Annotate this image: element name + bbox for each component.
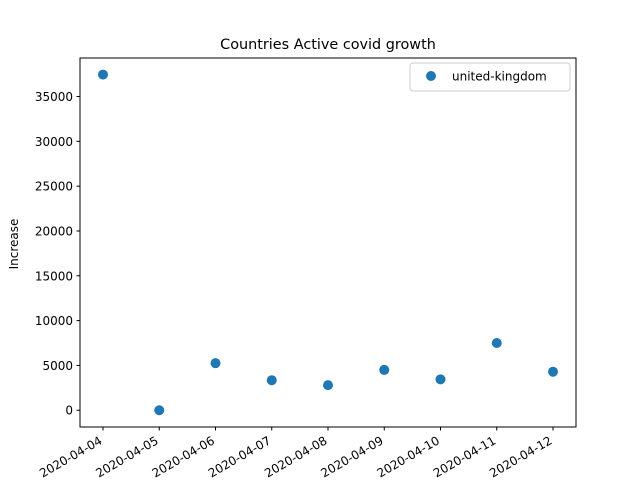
data-point xyxy=(210,358,221,369)
y-tick-label: 10000 xyxy=(35,314,73,328)
y-tick-label: 30000 xyxy=(35,135,73,149)
chart-title: Countries Active covid growth xyxy=(220,37,436,53)
legend-label: united-kingdom xyxy=(452,70,547,84)
y-ticks: 0 5000 10000 15000 20000 25000 30000 35000 xyxy=(35,90,80,418)
x-tick-label: 2020-04-05 xyxy=(93,433,160,480)
y-tick-label: 0 xyxy=(65,404,73,418)
x-ticks: 2020-04-042020-04-052020-04-062020-04-07… xyxy=(37,427,555,480)
y-tick-label: 15000 xyxy=(35,269,73,283)
data-point xyxy=(379,364,390,375)
data-point xyxy=(435,374,446,385)
x-tick-label: 2020-04-12 xyxy=(487,433,554,480)
legend-box xyxy=(409,62,571,92)
data-point xyxy=(266,375,277,386)
x-tick-label: 2020-04-06 xyxy=(150,433,217,480)
data-points xyxy=(98,69,558,416)
x-tick-label: 2020-04-11 xyxy=(431,433,498,480)
plot-frame xyxy=(79,57,577,428)
y-tick-label: 25000 xyxy=(35,180,73,194)
data-point xyxy=(548,366,558,377)
legend-marker xyxy=(426,71,436,81)
x-tick-label: 2020-04-04 xyxy=(37,433,104,480)
y-tick-label: 20000 xyxy=(35,224,73,238)
y-tick-label: 35000 xyxy=(35,90,73,104)
x-tick-label: 2020-04-10 xyxy=(375,433,442,480)
y-tick-label: 5000 xyxy=(42,359,73,373)
x-tick-label: 2020-04-08 xyxy=(262,433,329,480)
y-axis-label: Increase xyxy=(7,219,21,270)
x-tick-label: 2020-04-09 xyxy=(318,433,385,480)
data-point xyxy=(154,405,165,416)
legend: united-kingdom xyxy=(409,62,571,92)
data-point xyxy=(323,380,333,391)
data-point xyxy=(98,69,108,80)
x-tick-label: 2020-04-07 xyxy=(206,433,273,480)
data-point xyxy=(491,338,502,349)
